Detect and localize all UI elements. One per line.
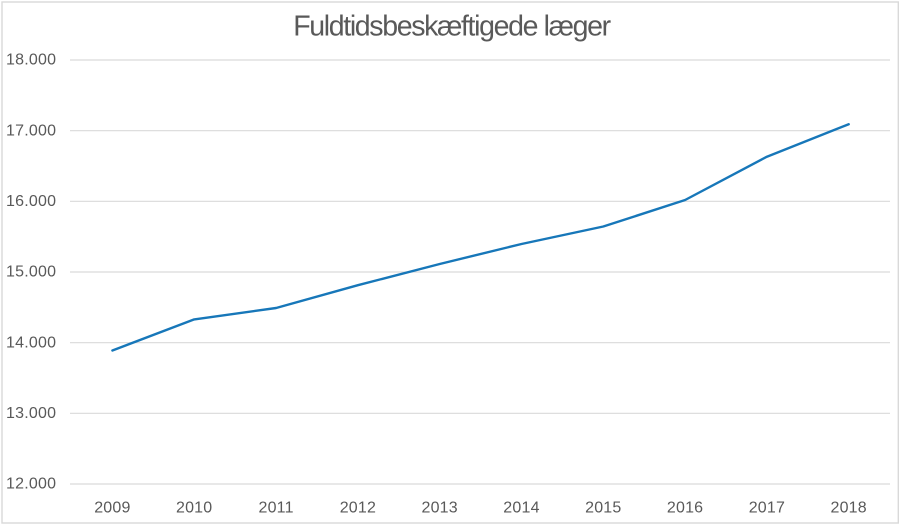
- svg-text:2012: 2012: [340, 500, 376, 517]
- svg-text:2009: 2009: [94, 500, 130, 517]
- svg-text:18.000: 18.000: [6, 52, 56, 69]
- svg-text:13.000: 13.000: [6, 405, 56, 422]
- svg-text:2015: 2015: [585, 500, 621, 517]
- svg-text:17.000: 17.000: [6, 122, 56, 139]
- svg-text:2011: 2011: [258, 500, 293, 517]
- svg-text:2013: 2013: [421, 500, 457, 517]
- svg-text:2016: 2016: [667, 500, 703, 517]
- svg-text:15.000: 15.000: [6, 264, 56, 281]
- svg-text:12.000: 12.000: [6, 476, 56, 493]
- svg-text:2010: 2010: [176, 500, 212, 517]
- svg-text:2018: 2018: [830, 500, 866, 517]
- svg-text:16.000: 16.000: [6, 193, 56, 210]
- svg-text:2014: 2014: [503, 500, 539, 517]
- svg-text:Fuldtidsbeskæftigede læger: Fuldtidsbeskæftigede læger: [293, 10, 611, 42]
- svg-text:14.000: 14.000: [6, 334, 56, 351]
- svg-text:2017: 2017: [749, 500, 785, 517]
